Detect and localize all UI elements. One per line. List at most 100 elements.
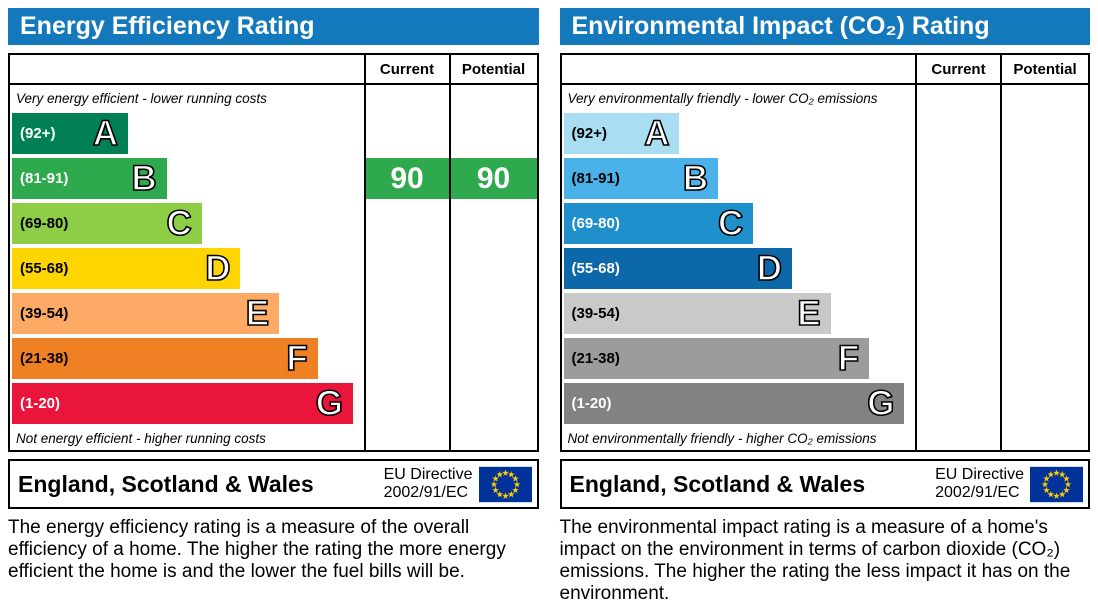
band-range-label: (39-54)	[571, 305, 620, 322]
potential-column-cell	[1000, 85, 1088, 111]
band-bar-e: (39-54) E	[563, 293, 831, 334]
eu-flag-icon	[1030, 466, 1083, 502]
environmental-impact-title: Environmental Impact (CO₂) Rating	[559, 8, 1090, 45]
band-range-label: (55-68)	[571, 260, 620, 277]
band-bar-c: (69-80) C	[12, 203, 202, 244]
current-column-cell	[363, 85, 449, 111]
band-bar-f: (21-38) F	[563, 338, 870, 379]
potential-column-cell: 90	[448, 156, 537, 201]
band-bar-d: (55-68) D	[12, 248, 241, 289]
potential-column-header: Potential	[1000, 55, 1088, 85]
band-letter: C	[166, 204, 193, 243]
band-range-label: (1-20)	[571, 395, 612, 412]
region-label: England, Scotland & Wales	[569, 470, 866, 497]
current-column-cell	[915, 156, 1000, 201]
current-column-cell	[363, 201, 449, 246]
potential-column-cell	[448, 336, 537, 381]
potential-column-cell	[448, 201, 537, 246]
band-range-label: (69-80)	[20, 215, 69, 232]
band-bar-d: (55-68) D	[563, 248, 792, 289]
current-column-cell	[915, 111, 1000, 156]
co2-rating-description: The environmental impact rating is a mea…	[559, 517, 1071, 605]
bottom-caption: Not energy efficient - higher running co…	[16, 430, 266, 446]
potential-column-cell	[1000, 426, 1088, 450]
band-row-b: (81-91) B	[10, 156, 364, 201]
potential-column-cell	[1000, 201, 1088, 246]
band-row-c: (69-80) C	[562, 201, 916, 246]
potential-column-cell	[1000, 381, 1088, 426]
band-row-c: (69-80) C	[10, 201, 364, 246]
current-column-cell	[363, 426, 449, 450]
epc-charts: Energy Efficiency Rating Current Potenti…	[8, 8, 1090, 605]
band-range-label: (92+)	[20, 125, 56, 142]
band-letter: B	[682, 159, 709, 198]
chart-footer: England, Scotland & Wales EU Directive 20…	[8, 459, 539, 509]
band-range-label: (21-38)	[571, 350, 620, 367]
band-row-e: (39-54) E	[10, 291, 364, 336]
potential-column-cell	[1000, 336, 1088, 381]
current-column-cell	[363, 291, 449, 336]
current-rating-indicator: 90	[365, 158, 449, 199]
current-column-cell	[915, 291, 1000, 336]
top-caption: Very environmentally friendly - lower CO…	[567, 90, 878, 106]
band-bar-g: (1-20) G	[563, 383, 905, 424]
eu-directive-label: EU Directive 2002/91/EC	[383, 466, 473, 501]
band-letter: C	[717, 204, 744, 243]
potential-column-cell	[448, 246, 537, 291]
potential-column-cell	[1000, 156, 1088, 201]
band-letter: D	[204, 249, 231, 288]
band-row-d: (55-68) D	[10, 246, 364, 291]
eu-flag-icon	[478, 466, 532, 502]
energy-rating-description: The energy efficiency rating is a measur…	[8, 517, 506, 583]
band-letter: G	[866, 384, 895, 423]
band-letter: A	[643, 114, 670, 153]
eu-directive-label: EU Directive 2002/91/EC	[935, 466, 1024, 501]
current-column-cell	[915, 381, 1000, 426]
band-range-label: (69-80)	[571, 215, 620, 232]
band-letter: E	[245, 294, 270, 333]
band-row-e: (39-54) E	[562, 291, 916, 336]
current-column-cell	[363, 381, 449, 426]
band-bar-e: (39-54) E	[12, 293, 280, 334]
band-bar-f: (21-38) F	[12, 338, 318, 379]
band-letter: F	[837, 339, 860, 378]
bottom-caption: Not environmentally friendly - higher CO…	[567, 430, 877, 446]
band-row-f: (21-38) F	[10, 336, 364, 381]
current-column-header: Current	[915, 55, 1000, 85]
potential-rating-indicator: 90	[450, 158, 537, 199]
current-column-cell	[363, 246, 449, 291]
band-bar-c: (69-80) C	[563, 203, 754, 244]
current-column-cell	[915, 336, 1000, 381]
band-bar-b: (81-91) B	[563, 158, 719, 199]
band-range-label: (1-20)	[20, 395, 61, 412]
energy-efficiency-chart: Current Potential Very energy efficient …	[8, 53, 539, 452]
potential-column-header: Potential	[448, 55, 537, 85]
current-column-cell	[363, 336, 449, 381]
band-bar-a: (92+) A	[12, 113, 128, 154]
band-row-a: (92+) A	[10, 111, 364, 156]
band-letter: B	[131, 159, 158, 198]
band-letter: G	[315, 384, 344, 423]
current-column-cell: 90	[363, 156, 449, 201]
energy-efficiency-title: Energy Efficiency Rating	[8, 8, 539, 45]
potential-column-cell	[448, 85, 537, 111]
band-row-f: (21-38) F	[562, 336, 916, 381]
band-bar-a: (92+) A	[563, 113, 680, 154]
band-row-b: (81-91) B	[562, 156, 916, 201]
potential-column-cell	[448, 291, 537, 336]
band-letter: E	[796, 294, 821, 333]
environmental-impact-panel: Environmental Impact (CO₂) Rating Curren…	[559, 8, 1090, 605]
corner-cell	[561, 55, 915, 85]
current-column-cell	[915, 85, 1000, 111]
top-caption: Very energy efficient - lower running co…	[16, 90, 267, 106]
current-column-cell	[363, 111, 449, 156]
band-row-d: (55-68) D	[562, 246, 916, 291]
band-range-label: (81-91)	[20, 170, 69, 187]
band-row-g: (1-20) G	[10, 381, 364, 426]
potential-column-cell	[1000, 111, 1088, 156]
current-column-header: Current	[363, 55, 449, 85]
corner-cell	[10, 55, 364, 85]
potential-column-cell	[1000, 291, 1088, 336]
energy-efficiency-panel: Energy Efficiency Rating Current Potenti…	[8, 8, 539, 605]
potential-column-cell	[448, 426, 537, 450]
